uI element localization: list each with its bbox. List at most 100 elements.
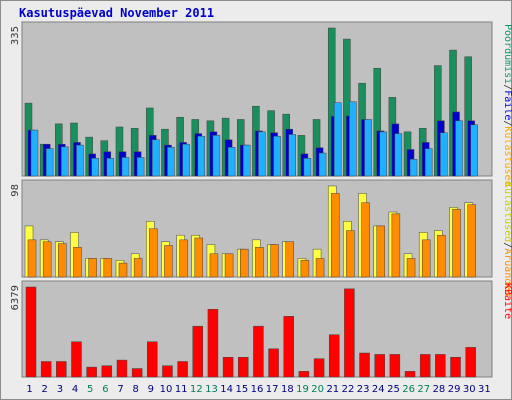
visits-bar [455,120,463,177]
legend-entry: Pöördumisi [502,24,512,84]
kbytes-bar [435,354,446,378]
kbytes-bar [71,341,82,378]
visits-bar [227,147,236,177]
legend-entry: / [502,84,512,90]
reports-bar [42,241,52,278]
visits-bar [212,135,221,177]
kbytes-bar [25,286,37,378]
kbytes-bar [359,352,370,378]
x-tick-label: 24 [372,384,385,395]
legend-entry: Külastused [502,182,512,242]
x-tick-label: 7 [117,384,123,395]
kbytes-bar [192,325,204,378]
x-tick-label: 23 [357,384,370,395]
x-tick-label: 2 [42,384,48,395]
visits-bar [30,129,39,177]
reports-bar [285,241,294,278]
x-tick-label: 19 [296,384,309,395]
kbytes-bar [116,359,128,378]
reports-bar [406,258,416,278]
x-tick-label: 30 [463,384,476,395]
x-tick-label: 12 [190,384,203,395]
kbytes-bar [298,371,310,378]
kbytes-bar [283,316,294,378]
kbytes-bar [56,361,67,378]
reports-bar [437,234,446,278]
x-tick-label: 3 [57,384,63,395]
reports-bar [224,253,234,278]
visits-bar [333,102,342,177]
x-tick-label: 29 [448,384,461,395]
panel-visits-legend: Pöördumisi/Faile/Külastused [502,24,512,187]
x-tick-label: 8 [133,384,139,395]
legend-entry: Külastused [502,126,512,186]
panel-visits-ymax-label: 335 [10,26,21,45]
visits-bar [303,158,312,177]
visits-bar [379,131,387,177]
kbytes-bar [374,354,385,378]
x-tick-label: 6 [102,384,108,395]
x-tick-label: 14 [220,384,233,395]
visits-bar [121,157,130,177]
visits-bar [364,119,372,177]
reports-bar [27,239,37,278]
visits-bar [349,101,357,177]
panel-sites-ymax-label: 98 [10,184,21,197]
x-tick-label: 10 [160,384,173,395]
reports-bar [391,213,401,278]
x-tick-label: 28 [433,384,446,395]
x-tick-label: 5 [87,384,93,395]
kbytes-bar [40,361,52,378]
visits-bar [76,144,84,177]
x-tick-label: 1 [26,384,32,395]
reports-bar [73,247,82,278]
reports-bar [421,239,431,278]
reports-bar [164,245,173,278]
reports-bar [88,258,97,278]
x-tick-label: 11 [175,384,188,395]
x-tick-label: 15 [235,384,248,395]
reports-bar [255,247,264,278]
x-tick-label: 18 [281,384,294,395]
kbytes-bar [162,365,173,378]
visits-bar [45,148,54,177]
visits-bar [394,133,403,177]
reports-bar [300,260,310,278]
visits-bar [424,148,433,177]
kbytes-bar [147,341,158,378]
legend-entry: / [502,120,512,126]
reports-bar [346,230,355,278]
reports-bar [209,253,219,278]
kbytes-bar [404,371,416,378]
visits-bar [243,144,251,177]
legend-entry: / [502,242,512,248]
x-tick-label: 13 [205,384,218,395]
x-tick-label: 31 [478,384,491,395]
reports-bar [376,225,385,278]
visits-bar [440,132,448,177]
x-tick-label: 21 [326,384,339,395]
visits-bar [91,158,99,177]
reports-bar [452,208,461,278]
kbytes-bar [101,365,113,378]
x-tick-label: 22 [342,384,355,395]
reports-bar [330,193,340,278]
kbytes-bar [419,354,431,378]
visits-bar [167,147,175,177]
kbytes-bar [389,354,401,378]
x-tick-label: 27 [417,384,430,395]
kbytes-bar [450,356,461,378]
visits-bar [182,143,190,177]
kbytes-bar [268,348,279,378]
x-tick-label: 20 [311,384,324,395]
x-tick-label: 26 [402,384,415,395]
legend-entry: Faile [502,90,512,120]
reports-bar [240,248,249,278]
reports-bar [361,202,370,278]
reports-bar [179,239,188,278]
kbytes-bar [86,366,97,378]
visits-bar [136,157,145,177]
visits-bar [273,135,281,177]
legend-entry: Aruanded [502,248,512,296]
